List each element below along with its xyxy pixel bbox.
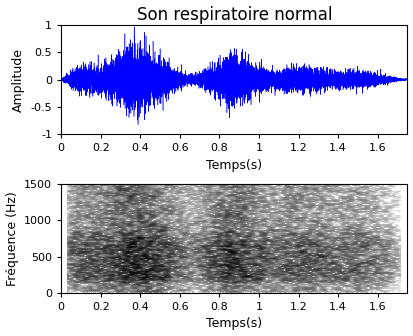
X-axis label: Temps(s): Temps(s) bbox=[206, 159, 262, 172]
X-axis label: Temps(s): Temps(s) bbox=[206, 318, 262, 330]
Title: Son respiratoire normal: Son respiratoire normal bbox=[137, 6, 332, 24]
Y-axis label: Amplitude: Amplitude bbox=[12, 48, 25, 112]
Y-axis label: Fréquence (Hz): Fréquence (Hz) bbox=[5, 191, 19, 286]
